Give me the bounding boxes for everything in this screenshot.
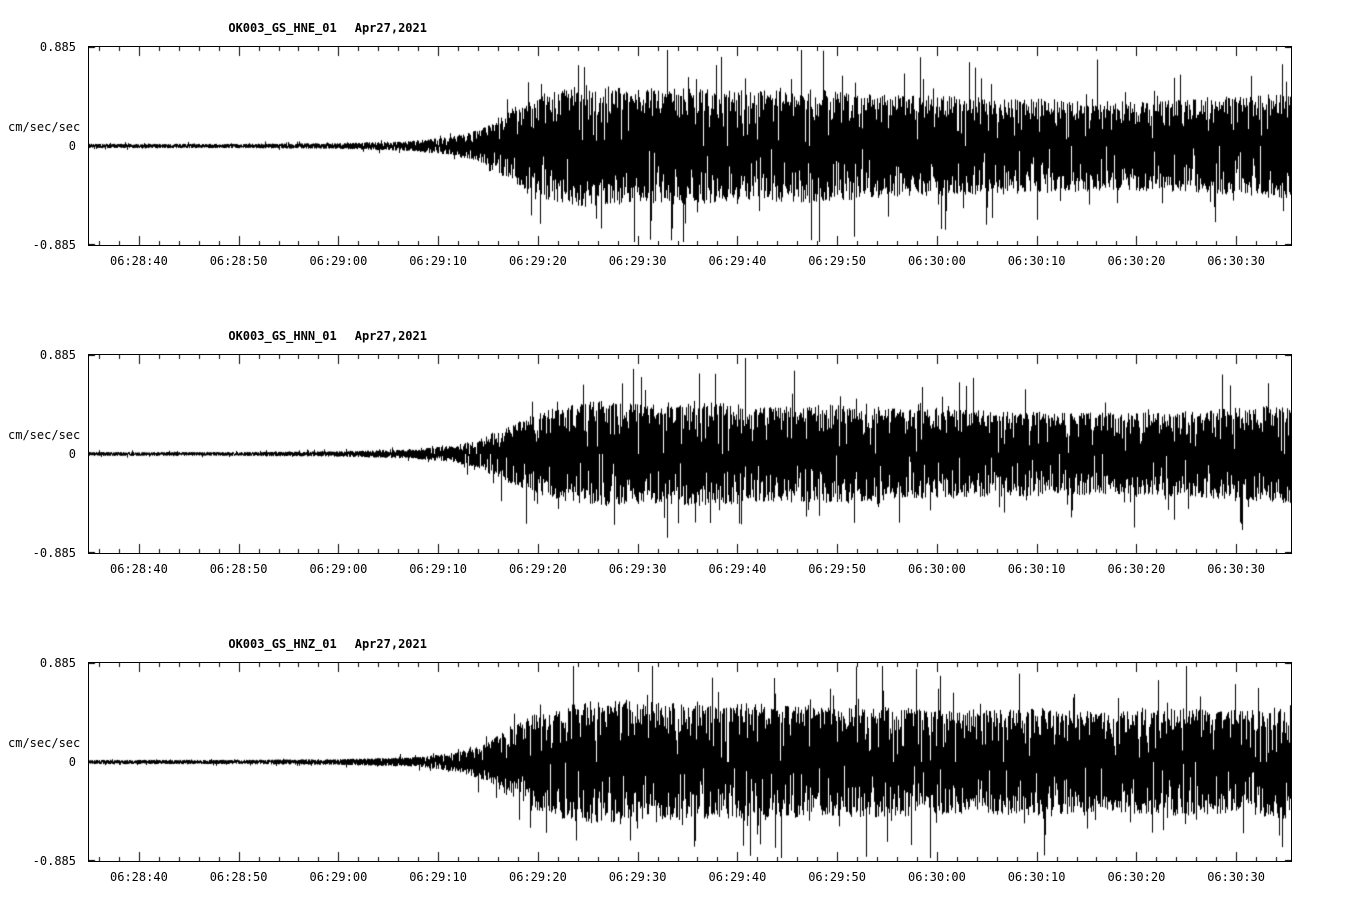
x-axis-labels: 06:28:40 06:28:50 06:29:00 06:29:10 06:29:20…: [89, 254, 1293, 270]
x-tick-label: 06:29:10: [409, 870, 467, 884]
x-tick-label: 06:30:20: [1107, 254, 1166, 268]
x-tick-label: 06:29:40: [708, 254, 767, 268]
x-tick-label: 06:28:40: [109, 254, 168, 268]
y-tick-zero: 0: [68, 755, 76, 769]
x-tick-label: 06:29:40: [708, 870, 767, 884]
x-tick-label: 06:29:50: [808, 254, 866, 268]
x-tick-label: 06:29:40: [708, 562, 767, 576]
trace-id: OK003_GS_HNN_01: [228, 329, 337, 343]
x-tick-label: 06:30:30: [1207, 870, 1265, 884]
waveform-canvas: [89, 663, 1291, 861]
trace-id: OK003_GS_HNZ_01: [228, 637, 337, 651]
x-tick-label: 06:29:30: [608, 870, 667, 884]
x-tick-label: 06:29:00: [309, 870, 368, 884]
seismogram-hne: OK003_GS_HNE_01 Apr27,2021 0.885 cm/sec/s…: [0, 0, 1358, 308]
x-tick-label: 06:29:00: [309, 254, 368, 268]
x-tick-label: 06:29:20: [508, 254, 567, 268]
x-tick-label: 06:30:00: [907, 870, 966, 884]
x-axis-labels: 06:28:40 06:28:50 06:29:00 06:29:10 06:29:20…: [89, 870, 1293, 886]
trace-title-row: OK003_GS_HNZ_01 Apr27,2021: [185, 623, 427, 665]
x-tick-label: 06:30:20: [1107, 562, 1166, 576]
x-tick-label: 06:30:10: [1007, 254, 1066, 268]
x-tick-label: 06:28:50: [209, 254, 268, 268]
y-tick-min: -0.885: [32, 546, 76, 560]
waveform-canvas: [89, 355, 1291, 553]
x-tick-label: 06:29:50: [808, 870, 866, 884]
seismogram-hnn: OK003_GS_HNN_01 Apr27,2021 0.885 cm/sec/s…: [0, 308, 1358, 616]
x-tick-label: 06:30:00: [907, 254, 966, 268]
y-axis-units: cm/sec/sec: [8, 736, 81, 750]
x-tick-label: 06:29:20: [508, 870, 567, 884]
trace-title-row: OK003_GS_HNE_01 Apr27,2021: [185, 7, 427, 49]
y-tick-min: -0.885: [32, 854, 76, 868]
y-tick-min: -0.885: [32, 238, 76, 252]
seismogram-hnz: OK003_GS_HNZ_01 Apr27,2021 0.885 cm/sec/s…: [0, 616, 1358, 924]
x-tick-label: 06:30:10: [1007, 562, 1066, 576]
x-tick-label: 06:28:50: [209, 562, 268, 576]
x-tick-label: 06:29:30: [608, 254, 667, 268]
x-tick-label: 06:30:30: [1207, 562, 1265, 576]
plot-frame: [88, 46, 1292, 246]
x-tick-label: 06:30:30: [1207, 254, 1265, 268]
plot-frame: [88, 662, 1292, 862]
y-tick-zero: 0: [68, 447, 76, 461]
y-tick-max: 0.885: [39, 40, 76, 54]
x-tick-label: 06:29:10: [409, 562, 467, 576]
waveform-canvas: [89, 47, 1291, 245]
trace-date: Apr27,2021: [354, 637, 427, 651]
x-tick-label: 06:30:10: [1007, 870, 1066, 884]
x-tick-label: 06:28:40: [109, 870, 168, 884]
x-tick-label: 06:30:20: [1107, 870, 1166, 884]
x-tick-label: 06:28:50: [209, 870, 268, 884]
x-tick-label: 06:29:10: [409, 254, 467, 268]
x-tick-label: 06:29:20: [508, 562, 567, 576]
trace-date: Apr27,2021: [354, 329, 427, 343]
y-tick-max: 0.885: [39, 348, 76, 362]
trace-title-row: OK003_GS_HNN_01 Apr27,2021: [185, 315, 427, 357]
x-tick-label: 06:29:00: [309, 562, 368, 576]
y-tick-zero: 0: [68, 139, 76, 153]
y-tick-max: 0.885: [39, 656, 76, 670]
y-axis-units: cm/sec/sec: [8, 428, 81, 442]
plot-frame: [88, 354, 1292, 554]
x-tick-label: 06:29:30: [608, 562, 667, 576]
x-tick-label: 06:29:50: [808, 562, 866, 576]
x-axis-labels: 06:28:40 06:28:50 06:29:00 06:29:10 06:29:20…: [89, 562, 1293, 578]
x-tick-label: 06:28:40: [109, 562, 168, 576]
x-tick-label: 06:30:00: [907, 562, 966, 576]
y-axis-units: cm/sec/sec: [8, 120, 81, 134]
trace-date: Apr27,2021: [354, 21, 427, 35]
trace-id: OK003_GS_HNE_01: [228, 21, 337, 35]
